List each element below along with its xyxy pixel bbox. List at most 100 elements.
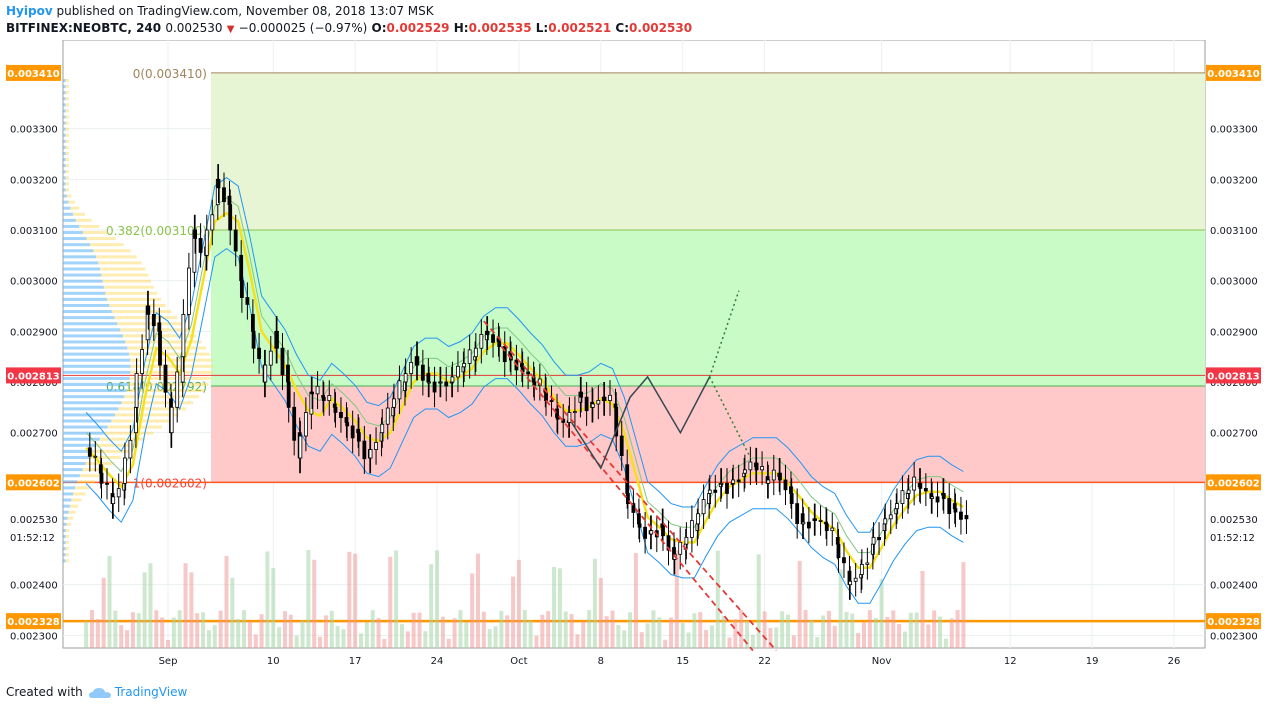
candle-body [731, 479, 736, 484]
volume-bar-down [65, 182, 69, 186]
ema-line [85, 211, 965, 570]
volume-bar [177, 610, 182, 648]
y-tick-label-right: 0.003000 [1210, 277, 1258, 288]
candle-body [783, 479, 788, 491]
candle-body [608, 394, 612, 401]
candle-body [303, 412, 308, 437]
volume-bar [663, 639, 668, 648]
candle-body [216, 178, 221, 189]
candle-body [128, 439, 133, 459]
volume-bar-up [63, 504, 70, 508]
candle-body [321, 396, 326, 401]
volume-bar [481, 611, 486, 648]
candle-body [795, 503, 800, 524]
volume-bar [575, 634, 580, 648]
volume-bar [411, 612, 416, 648]
price-tag-left-box [6, 613, 61, 630]
publish-info: published on TradingView.com, November 0… [56, 4, 434, 18]
volume-bar [505, 615, 510, 648]
volume-bar [645, 623, 650, 648]
candle-body [427, 381, 431, 384]
volume-bar [633, 553, 638, 648]
volume-bar-up [63, 109, 66, 113]
volume-bar-down [120, 328, 191, 332]
volume-bar [259, 614, 264, 648]
volume-bar-up [63, 559, 66, 563]
candle-body [339, 411, 343, 418]
candle-body [584, 396, 589, 412]
volume-bar-up [63, 419, 112, 423]
volume-bar [587, 610, 592, 648]
volume-bar [341, 629, 346, 648]
volume-bar-down [101, 273, 149, 277]
volume-bar [265, 551, 270, 648]
close-label: C: [615, 21, 630, 35]
candle-body [368, 449, 373, 459]
volume-bar-up [63, 376, 130, 380]
volume-bar-down [65, 97, 69, 101]
last-price-left: 0.002530 [10, 515, 58, 526]
volume-bar [709, 625, 714, 648]
price-tag-left: 0.003410 [7, 69, 60, 80]
candle-body [959, 511, 963, 520]
volume-bar [376, 618, 381, 648]
candle-body [228, 204, 233, 231]
fib-zone-top [211, 72, 1205, 230]
candle-body [567, 411, 572, 423]
volume-bar [745, 621, 750, 648]
volume-bar-up [63, 188, 66, 192]
candle-body [766, 479, 771, 484]
volume-bar [949, 618, 954, 648]
volume-bar [452, 618, 457, 648]
volume-bar-up [63, 462, 86, 466]
volume-bar-down [65, 109, 69, 113]
trend-channel-upper [483, 320, 777, 652]
volume-bar-down [96, 255, 137, 259]
fib-level-label: 0(0.003410) [133, 67, 207, 81]
volume-bar [803, 610, 808, 648]
candle-body [661, 523, 665, 537]
volume-bar-down [65, 115, 69, 119]
x-tick-label: 24 [431, 656, 444, 667]
volume-bar [943, 638, 948, 648]
candle-body [573, 411, 577, 413]
candle-body [631, 503, 636, 513]
candle-body [678, 542, 683, 555]
price-tag-left-box [6, 474, 61, 491]
volume-bar [540, 614, 545, 648]
volume-bar [932, 610, 937, 648]
volume-bar [160, 617, 165, 648]
volume-bar [680, 623, 685, 648]
candle-body [935, 496, 940, 503]
candle-body [877, 536, 881, 541]
volume-bar-up [63, 91, 66, 95]
volume-bar [785, 614, 790, 648]
volume-bar-up [63, 346, 128, 350]
volume-bar-up [63, 340, 126, 344]
low-value: 0.002521 [548, 21, 612, 35]
volume-bar [440, 616, 445, 648]
author-link[interactable]: Hyipov [6, 4, 53, 18]
candle-body [134, 373, 139, 408]
candle-body [456, 365, 460, 378]
open-label: O: [371, 21, 387, 35]
volume-bar [306, 550, 311, 648]
symbol-label[interactable]: BITFINEX:NEOBTC, 240 [6, 21, 162, 35]
volume-bar [119, 625, 124, 648]
volume-bar-down [65, 164, 69, 168]
x-tick-label: 22 [758, 656, 771, 667]
volume-bar [569, 614, 574, 648]
candle-body [918, 482, 923, 489]
candle-body [444, 381, 449, 387]
candle-body [871, 536, 876, 545]
candle-body [333, 406, 338, 413]
price-chart[interactable]: 0(0.003410) 0.382(0.003100) 0.618(0.002792… [0, 40, 1267, 680]
candle-body [275, 330, 279, 349]
volume-bar-up [63, 401, 122, 405]
volume-bar-up [63, 182, 66, 186]
fib-level-label: 0.382(0.003100) [106, 224, 207, 238]
price-tag-right: 0.002813 [1207, 371, 1260, 382]
tradingview-brand-link[interactable]: TradingView [114, 685, 188, 699]
volume-bar [417, 612, 422, 648]
volume-bar [493, 626, 498, 648]
